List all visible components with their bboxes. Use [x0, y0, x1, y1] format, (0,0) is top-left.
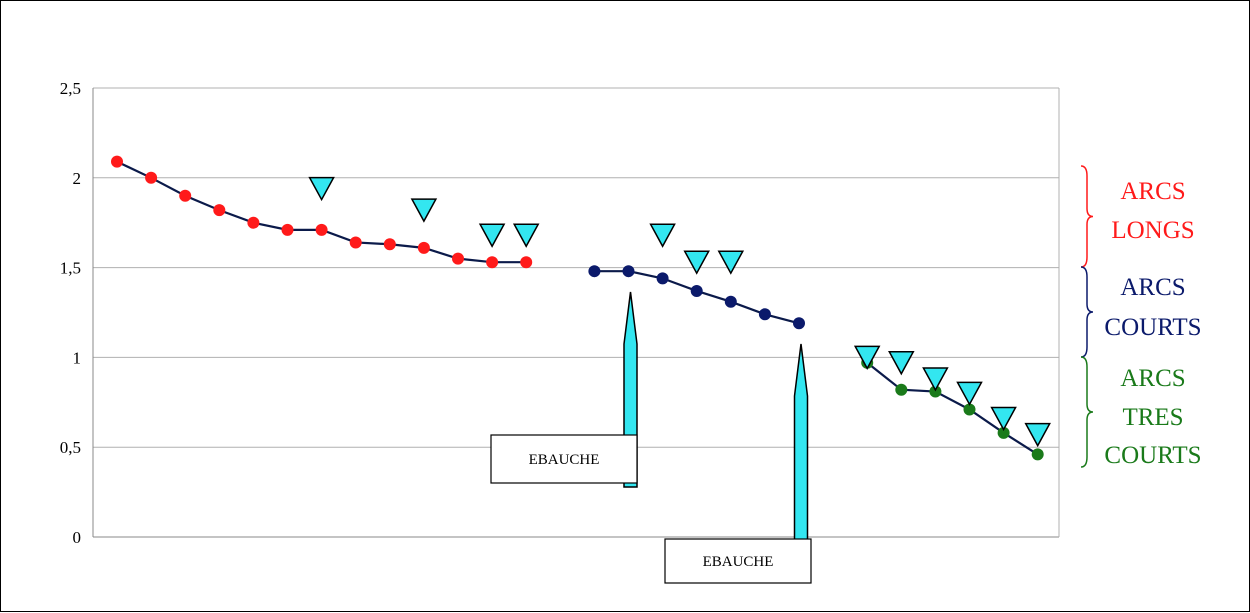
triangle-marker [649, 223, 676, 248]
data-point [281, 223, 294, 236]
y-tick-label: 2,5 [60, 79, 81, 98]
group-label-line: LONGS [1111, 217, 1194, 244]
data-point [656, 272, 669, 285]
group-label-line: COURTS [1104, 314, 1201, 341]
group-brace [1080, 266, 1094, 358]
triangle-marker [478, 223, 506, 248]
triangle-marker [683, 250, 710, 275]
data-point [452, 252, 464, 265]
triangle-marker [308, 176, 335, 202]
y-tick-label: 0,5 [60, 438, 81, 457]
data-point [1031, 448, 1044, 461]
data-point [690, 284, 703, 297]
data-point [486, 256, 499, 269]
data-point [349, 236, 362, 249]
data-point [520, 256, 533, 269]
data-point [588, 265, 601, 278]
callout-box [664, 538, 812, 584]
y-tick-label: 2 [73, 169, 82, 188]
data-point [247, 216, 260, 229]
data-point [963, 403, 976, 416]
series-line-3 [866, 361, 1039, 456]
data-point [383, 238, 396, 251]
data-point [895, 383, 908, 396]
callout-label: EBAUCHE [529, 452, 600, 468]
data-point [417, 241, 430, 254]
group-label-line: ARCS [1120, 365, 1185, 392]
data-point [622, 265, 635, 278]
data-point [111, 155, 123, 168]
y-tick-label: 0 [73, 528, 82, 547]
group-label-line: ARCS [1120, 178, 1185, 205]
triangle-marker [990, 406, 1017, 432]
group-brace [1080, 356, 1094, 468]
y-tick-label: 1,5 [60, 259, 81, 278]
group-brace [1080, 165, 1094, 268]
callout-box [490, 434, 638, 484]
data-point [179, 189, 192, 202]
triangle-marker [512, 223, 540, 248]
callout-label: EBAUCHE [703, 554, 774, 570]
triangle-marker [1024, 422, 1051, 448]
data-point [315, 223, 328, 236]
group-label-line: ARCS [1120, 274, 1185, 301]
triangle-marker [888, 351, 915, 376]
data-point [213, 204, 226, 217]
series-line-1 [116, 160, 527, 264]
data-point [145, 171, 158, 184]
data-point [929, 385, 942, 398]
data-point [758, 308, 771, 321]
triangle-marker [922, 367, 949, 392]
triangle-marker [717, 250, 745, 275]
group-label-line: TRES [1122, 404, 1183, 431]
data-point [793, 317, 805, 330]
triangle-marker [956, 381, 983, 406]
group-label-line: COURTS [1104, 442, 1201, 469]
data-point [724, 295, 737, 308]
data-point [997, 426, 1010, 439]
y-tick-label: 1 [73, 348, 82, 367]
triangle-marker [410, 198, 438, 223]
triangle-marker [853, 345, 881, 370]
